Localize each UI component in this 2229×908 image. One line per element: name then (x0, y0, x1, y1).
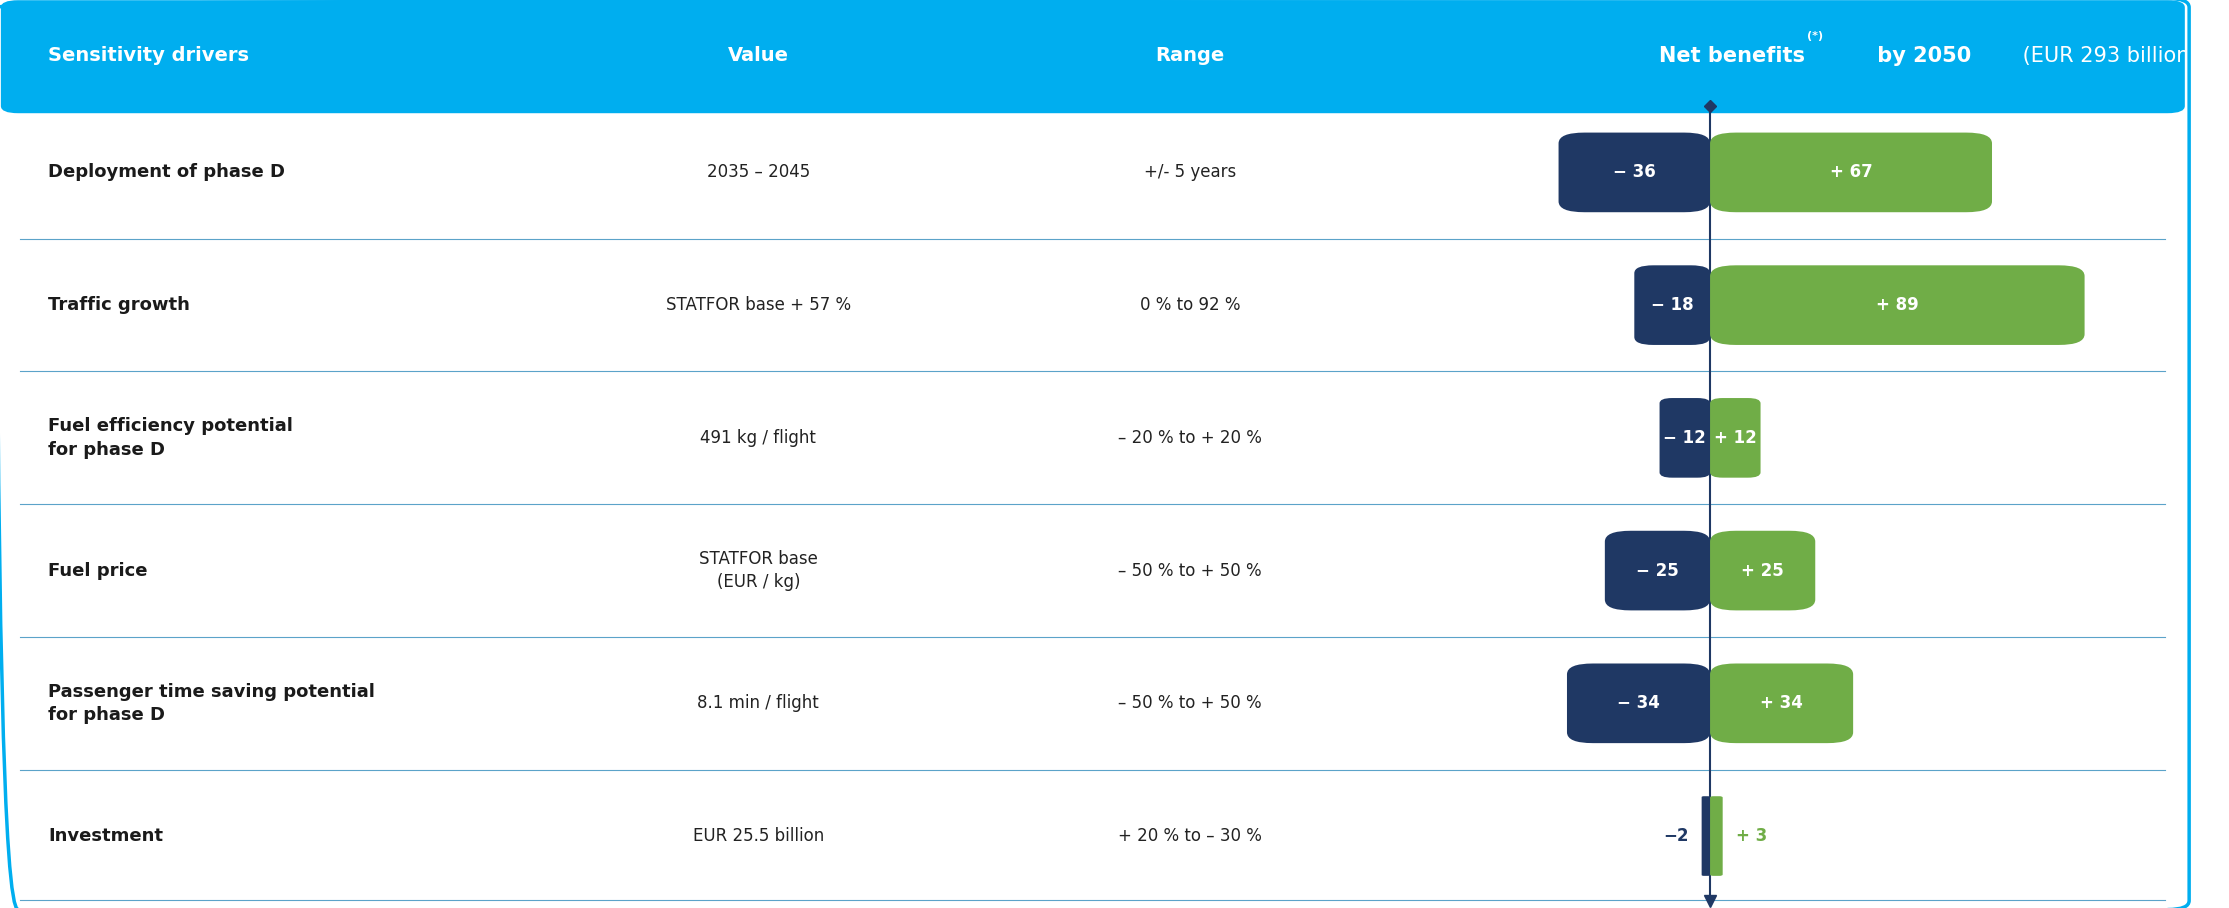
Text: (*): (*) (1808, 31, 1823, 41)
Text: by 2050: by 2050 (1870, 45, 1970, 65)
Text: Traffic growth: Traffic growth (49, 296, 189, 314)
Text: − 36: − 36 (1614, 163, 1656, 182)
Text: − 18: − 18 (1652, 296, 1694, 314)
Text: 0 % to 92 %: 0 % to 92 % (1139, 296, 1239, 314)
FancyBboxPatch shape (1567, 664, 1710, 743)
FancyBboxPatch shape (0, 0, 2184, 114)
Text: + 67: + 67 (1830, 163, 1872, 182)
FancyBboxPatch shape (1701, 796, 1710, 876)
FancyBboxPatch shape (1558, 133, 1710, 212)
Text: – 20 % to + 20 %: – 20 % to + 20 % (1119, 429, 1262, 447)
Text: + 3: + 3 (1736, 827, 1768, 845)
Text: 8.1 min / flight: 8.1 min / flight (698, 695, 820, 712)
FancyBboxPatch shape (1634, 265, 1710, 345)
FancyBboxPatch shape (1605, 531, 1710, 610)
Text: Range: Range (1155, 46, 1224, 65)
Text: + 20 % to – 30 %: + 20 % to – 30 % (1119, 827, 1262, 845)
Text: Passenger time saving potential
for phase D: Passenger time saving potential for phas… (49, 683, 374, 724)
Text: −2: −2 (1663, 827, 1690, 845)
Text: Fuel price: Fuel price (49, 561, 147, 579)
Text: + 89: + 89 (1877, 296, 1919, 314)
Text: STATFOR base
(EUR / kg): STATFOR base (EUR / kg) (700, 549, 818, 591)
Text: 491 kg / flight: 491 kg / flight (700, 429, 816, 447)
Text: STATFOR base + 57 %: STATFOR base + 57 % (666, 296, 851, 314)
Text: + 34: + 34 (1761, 695, 1803, 712)
FancyBboxPatch shape (1710, 796, 1723, 876)
Text: – 50 % to + 50 %: – 50 % to + 50 % (1119, 695, 1262, 712)
FancyBboxPatch shape (1710, 398, 1761, 478)
Text: (EUR 293 billion): (EUR 293 billion) (2017, 45, 2198, 65)
FancyBboxPatch shape (1710, 133, 1993, 212)
Text: +/- 5 years: +/- 5 years (1143, 163, 1237, 182)
FancyBboxPatch shape (1661, 398, 1710, 478)
Text: Investment: Investment (49, 827, 163, 845)
Text: EUR 25.5 billion: EUR 25.5 billion (693, 827, 825, 845)
Text: Value: Value (729, 46, 789, 65)
Text: + 25: + 25 (1741, 561, 1783, 579)
Text: Fuel efficiency potential
for phase D: Fuel efficiency potential for phase D (49, 417, 294, 459)
Text: + 12: + 12 (1714, 429, 1756, 447)
Text: Net benefits: Net benefits (1658, 45, 1805, 65)
Text: − 25: − 25 (1636, 561, 1678, 579)
Text: – 50 % to + 50 %: – 50 % to + 50 % (1119, 561, 1262, 579)
Text: − 12: − 12 (1663, 429, 1705, 447)
FancyBboxPatch shape (1710, 265, 2084, 345)
Text: − 34: − 34 (1616, 695, 1661, 712)
Text: 2035 – 2045: 2035 – 2045 (707, 163, 809, 182)
Text: Sensitivity drivers: Sensitivity drivers (49, 46, 250, 65)
FancyBboxPatch shape (1710, 664, 1852, 743)
Text: Deployment of phase D: Deployment of phase D (49, 163, 285, 182)
FancyBboxPatch shape (1710, 531, 1814, 610)
